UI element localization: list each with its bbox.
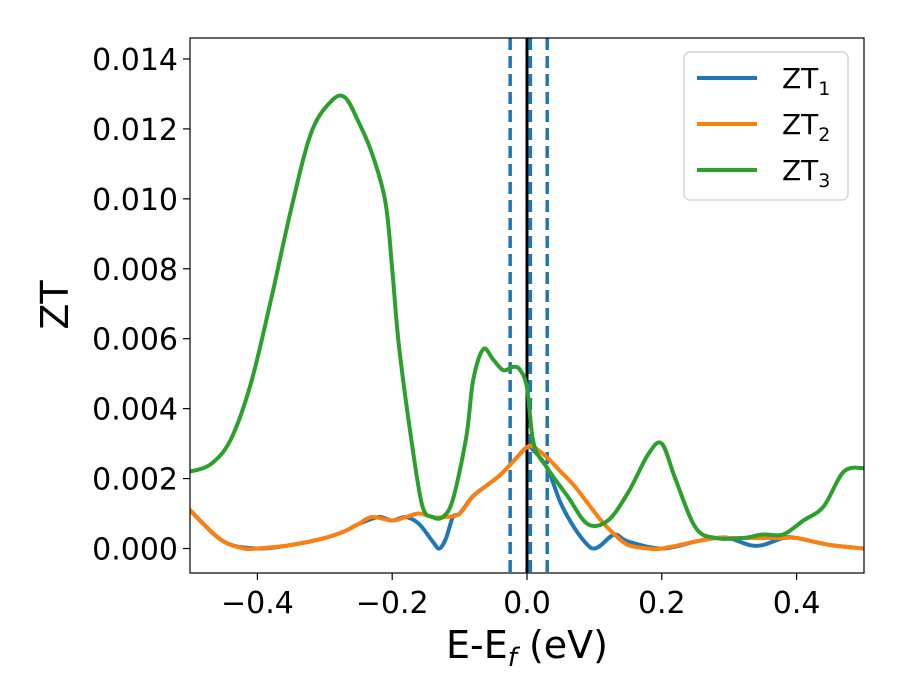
y-tick-label: 0.008 — [92, 253, 178, 288]
legend-box — [683, 51, 849, 201]
x-axis-label: E-Ef (eV) — [446, 623, 608, 673]
y-tick-label: 0.014 — [92, 43, 178, 78]
y-tick-label: 0.012 — [92, 113, 178, 148]
y-tick-label: 0.000 — [92, 533, 178, 568]
y-axis-label: ZT — [33, 280, 77, 330]
y-tick-label: 0.002 — [92, 463, 178, 498]
x-axis: −0.4 −0.2 0.0 0.2 0.4 — [221, 573, 820, 621]
y-tick-label: 0.004 — [92, 393, 178, 428]
legend: ZT1 ZT2 ZT3 — [683, 51, 849, 201]
x-tick-label: −0.4 — [221, 586, 294, 621]
y-tick-label: 0.010 — [92, 183, 178, 218]
series-lines — [190, 93, 864, 552]
reference-lines — [508, 38, 549, 573]
legend-label-zt2: ZT2 — [782, 108, 830, 146]
x-tick-label: 0.2 — [638, 586, 686, 621]
legend-label-zt1: ZT1 — [782, 62, 830, 100]
y-axis: 0.000 0.002 0.004 0.006 0.008 0.010 0.012 0.014 — [92, 43, 190, 568]
x-tick-label: 0.0 — [503, 586, 551, 621]
y-tick-label: 0.006 — [92, 323, 178, 358]
legend-label-zt3: ZT3 — [782, 154, 830, 192]
series-line-zt3 — [190, 93, 864, 541]
x-tick-label: −0.2 — [356, 586, 429, 621]
x-tick-label: 0.4 — [773, 586, 821, 621]
